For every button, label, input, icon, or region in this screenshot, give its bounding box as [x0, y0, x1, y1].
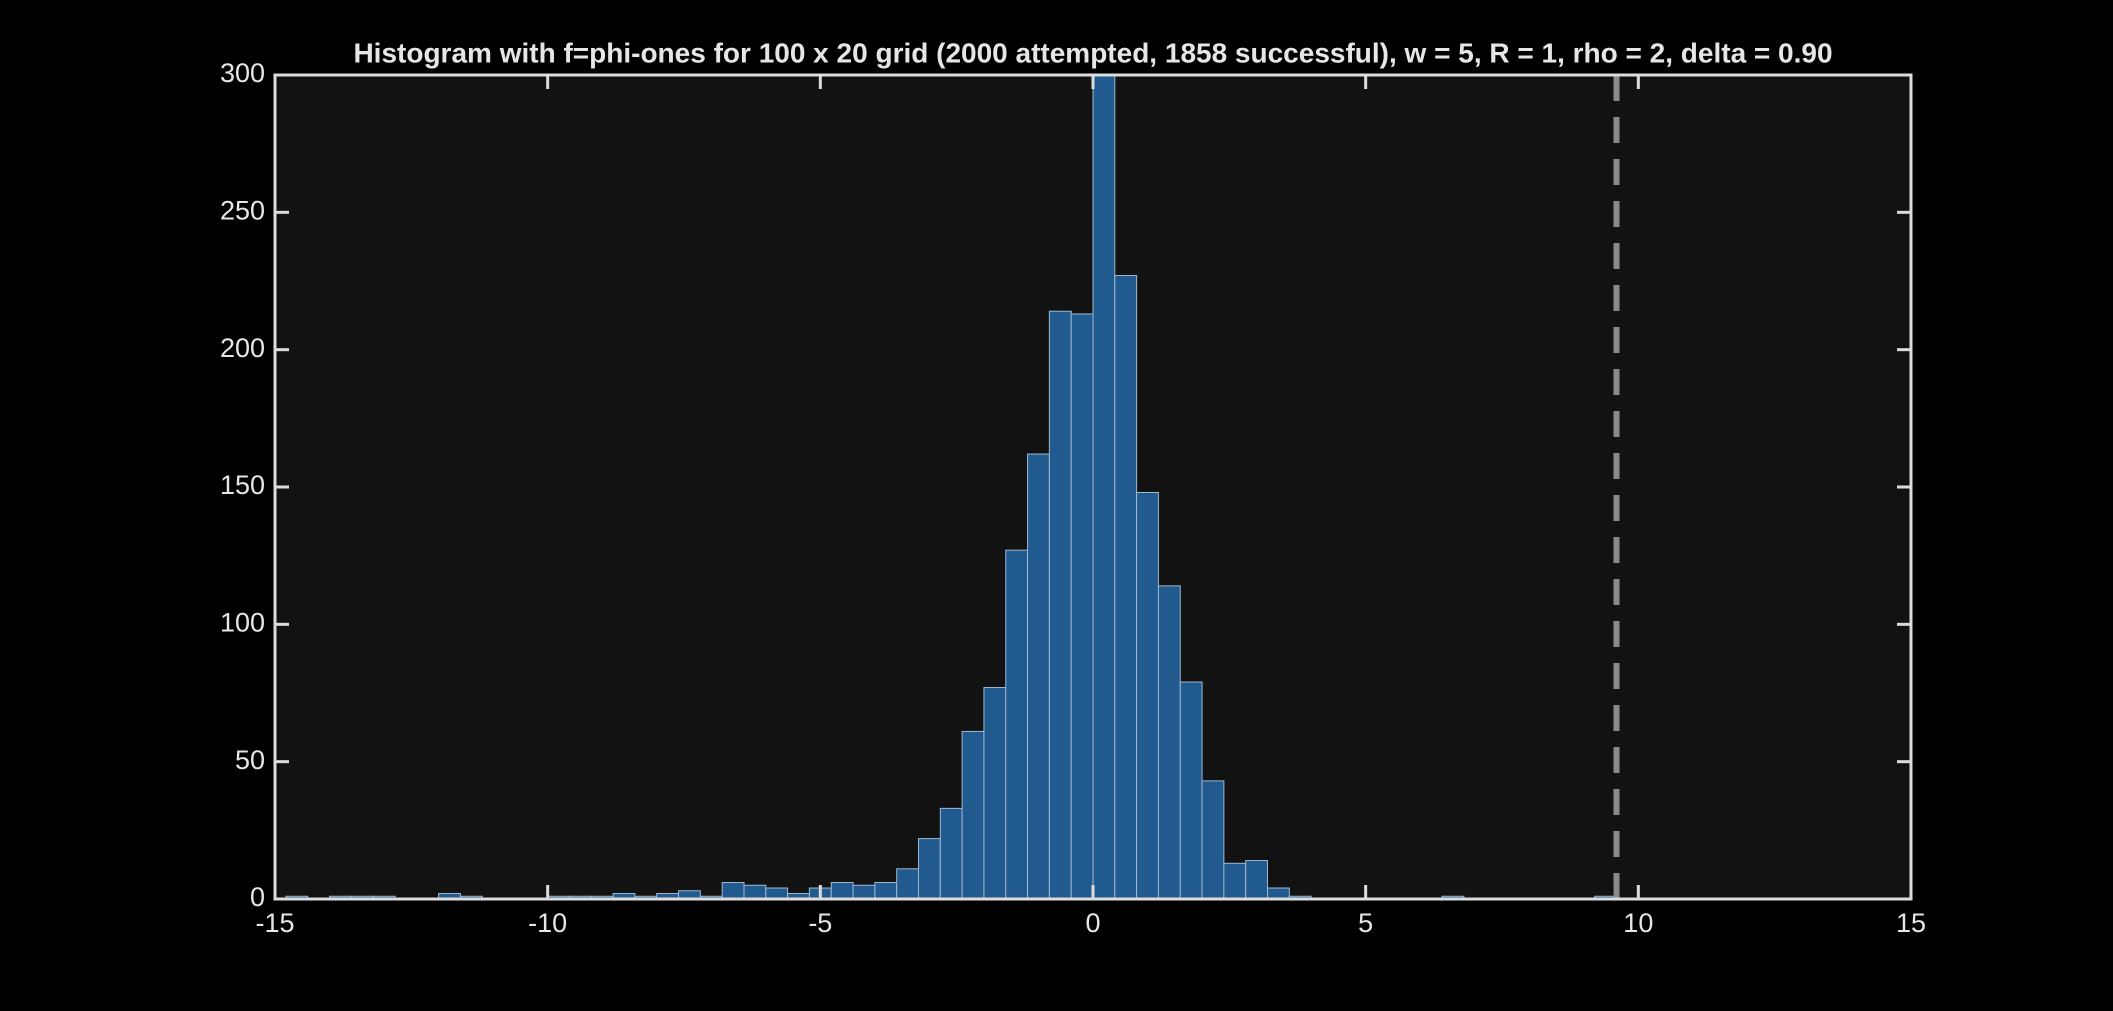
x-tick-label: -5: [808, 908, 832, 938]
y-tick-label: 150: [220, 470, 265, 500]
bar: [1092, 75, 1116, 899]
y-tick-label: 0: [250, 882, 265, 912]
bar: [1114, 275, 1138, 899]
bar: [961, 730, 985, 899]
x-tick-label: 5: [1358, 908, 1373, 938]
bar: [1157, 585, 1181, 899]
bar: [1136, 491, 1159, 899]
bars: [285, 75, 1618, 899]
bar: [830, 882, 854, 899]
bar: [765, 887, 789, 899]
bar: [874, 882, 898, 899]
y-tick-label: 200: [220, 333, 265, 363]
x-tick-label: 10: [1623, 908, 1653, 938]
bar: [1267, 887, 1290, 899]
bar: [852, 884, 876, 899]
bar: [721, 882, 745, 899]
y-tick-label: 250: [220, 195, 265, 225]
bar: [1179, 681, 1203, 899]
bar: [743, 884, 767, 899]
y-tick-label: 100: [220, 607, 265, 637]
bar: [1048, 310, 1072, 899]
y-tick-label: 300: [220, 58, 265, 88]
bar: [1245, 860, 1269, 899]
x-tick-label: -10: [528, 908, 567, 938]
bar: [1201, 780, 1225, 899]
bar: [917, 838, 941, 899]
bar: [1070, 313, 1094, 899]
x-tick-label: 15: [1896, 908, 1926, 938]
x-tick-label: -15: [255, 908, 294, 938]
y-tick-label: 50: [235, 745, 265, 775]
bar: [1223, 862, 1247, 899]
bar: [896, 868, 919, 899]
bar: [983, 687, 1007, 899]
bar: [939, 807, 963, 899]
chart-title: Histogram with f=phi-ones for 100 x 20 g…: [353, 37, 1832, 68]
bar: [1005, 549, 1029, 899]
bar: [1027, 453, 1050, 899]
bar: [678, 890, 701, 899]
x-tick-label: 0: [1085, 908, 1100, 938]
